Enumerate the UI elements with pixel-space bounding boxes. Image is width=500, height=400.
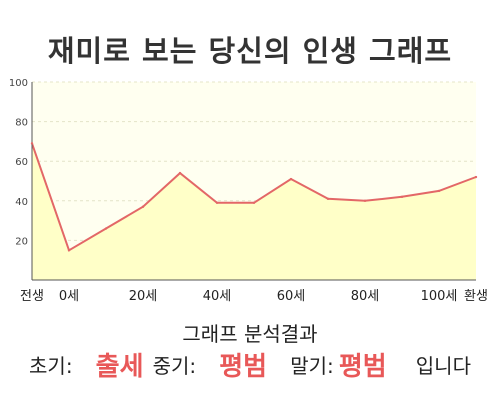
x-tick-label: 0세 <box>59 289 79 304</box>
data-point <box>437 189 441 193</box>
x-tick-label: 40세 <box>203 289 232 304</box>
data-point <box>326 197 330 201</box>
data-point <box>400 195 404 199</box>
data-point <box>104 227 108 230</box>
data-point <box>30 142 34 145</box>
data-point <box>252 201 256 204</box>
x-tick-label: 전생 <box>20 289 44 304</box>
early-value: 출세 <box>95 352 144 382</box>
result-heading: 그래프 분석결과 <box>182 322 318 346</box>
data-point <box>363 199 367 202</box>
data-points <box>30 142 478 252</box>
y-tick-labels: 20 40 60 80 100 <box>9 78 28 247</box>
y-tick-label: 20 <box>15 236 28 247</box>
y-tick-label: 40 <box>15 197 28 208</box>
data-point <box>141 205 145 208</box>
result-suffix: 입니다 <box>415 354 471 378</box>
data-point <box>474 175 478 179</box>
x-tick-label: 20세 <box>129 289 158 304</box>
data-point <box>289 177 293 181</box>
data-point <box>67 249 71 252</box>
y-tick-label: 100 <box>9 78 28 89</box>
early-label: 초기: <box>29 354 73 378</box>
x-tick-label: 60세 <box>277 289 306 304</box>
x-tick-labels: 전생 0세 20세 40세 60세 80세 100세 환생 <box>20 289 488 304</box>
y-tick-label: 80 <box>15 118 28 129</box>
area-fill <box>32 143 476 280</box>
result-summary: 초기: 출세 중기: 평범 말기: 평범 입니다 <box>0 346 500 386</box>
x-tick-label: 100세 <box>421 289 458 304</box>
x-tick-label: 80세 <box>351 289 380 304</box>
late-value: 평범 <box>338 352 387 382</box>
mid-value: 평범 <box>219 352 268 382</box>
data-point <box>215 201 219 204</box>
y-tick-label: 60 <box>15 157 28 168</box>
x-tick-label: 환생 <box>464 289 488 304</box>
life-graph-chart: 20 40 60 80 100 전생 0세 20세 40세 60세 80세 100세 환생 <box>9 78 488 304</box>
mid-label: 중기: <box>152 354 197 378</box>
late-label: 말기: <box>290 354 334 378</box>
chart-title: 재미로 보는 당신의 인생 그래프 <box>47 34 453 68</box>
data-point <box>178 171 182 175</box>
